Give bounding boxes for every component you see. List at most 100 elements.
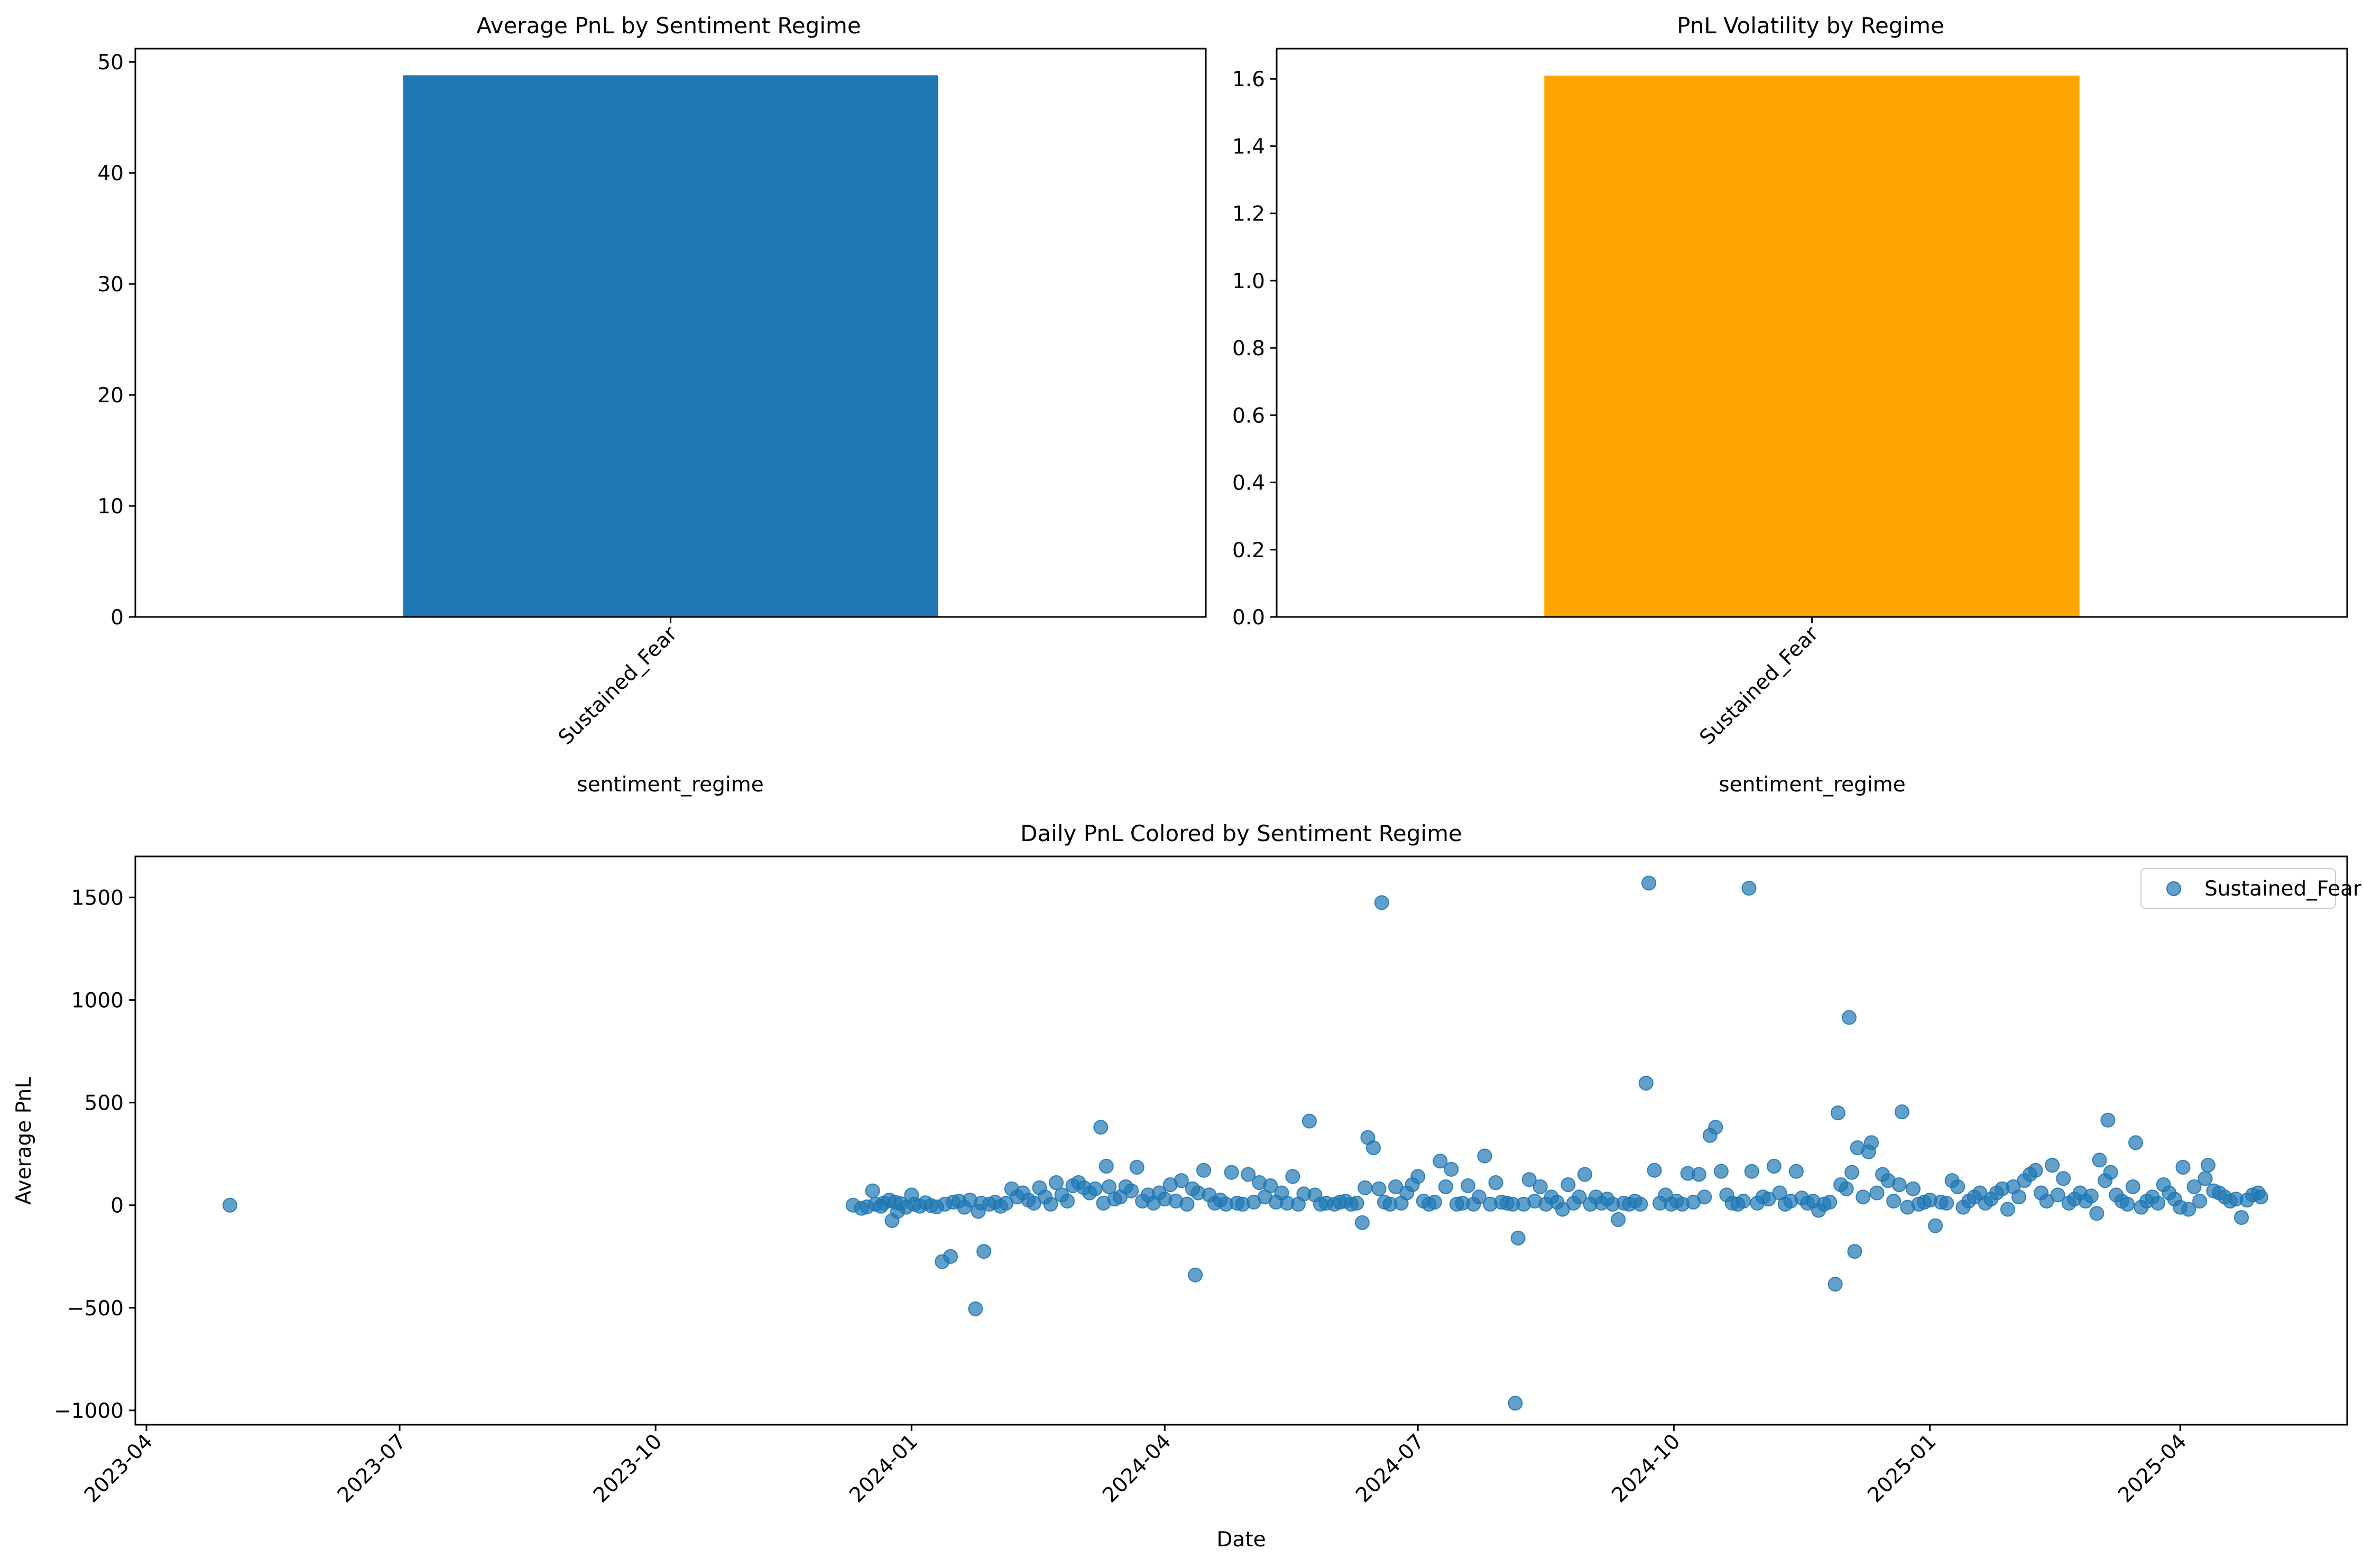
- scatter-point: [1471, 1189, 1487, 1205]
- scatter-point: [2050, 1187, 2065, 1203]
- scatter-point: [1864, 1135, 1879, 1150]
- bar: [403, 75, 938, 617]
- scatter-point: [2253, 1189, 2268, 1205]
- scatter-point: [2128, 1135, 2144, 1150]
- scatter-point: [2000, 1202, 2015, 1217]
- scatter-point: [1827, 1277, 1843, 1292]
- scatter-point: [1633, 1196, 1648, 1212]
- chart-title: Daily PnL Colored by Sentiment Regime: [1020, 820, 1462, 846]
- x-axis-label: sentiment_regime: [1719, 773, 1905, 797]
- scatter-point: [2198, 1171, 2213, 1186]
- plot-frame: [1276, 48, 2348, 618]
- scatter-point: [1388, 1179, 1404, 1194]
- scatter-point: [2028, 1163, 2043, 1178]
- scatter-point: [976, 1244, 992, 1259]
- scatter-point: [2092, 1152, 2107, 1168]
- scatter-point: [222, 1197, 237, 1213]
- scatter-point: [2125, 1179, 2140, 1194]
- legend-marker: [2166, 881, 2181, 896]
- scatter-point: [2200, 1158, 2216, 1173]
- scatter-point: [1822, 1194, 1838, 1210]
- scatter-point: [1224, 1165, 1239, 1180]
- scatter-point: [865, 1183, 880, 1198]
- scatter-point: [1285, 1169, 1300, 1184]
- scatter-point: [1788, 1164, 1804, 1179]
- scatter-point: [2045, 1158, 2060, 1173]
- y-tick-label: 1.2: [1232, 202, 1265, 226]
- scatter-point: [968, 1301, 983, 1316]
- scatter-point: [1839, 1181, 1854, 1196]
- scatter-point: [1508, 1396, 1523, 1411]
- scatter-point: [1713, 1164, 1729, 1179]
- scatter-point: [1241, 1167, 1256, 1182]
- scatter-point: [1691, 1167, 1706, 1182]
- scatter-point: [1950, 1179, 1965, 1194]
- scatter-point: [1129, 1159, 1144, 1175]
- scatter-point: [1697, 1189, 1712, 1205]
- y-tick-label: 0.4: [1232, 472, 1265, 495]
- y-axis-ticks: 0 10 20 30 40 50: [97, 51, 135, 630]
- y-tick-label: 10: [97, 495, 124, 519]
- scatter-point: [1444, 1161, 1459, 1177]
- legend-label: Sustained_Fear: [2204, 877, 2362, 901]
- scatter-point: [1460, 1178, 1475, 1193]
- y-tick-label: 1.4: [1232, 135, 1265, 159]
- bar: [1544, 75, 2080, 617]
- scatter-point: [1744, 1164, 1759, 1179]
- scatter-point: [1263, 1178, 1278, 1193]
- y-tick-label: 40: [97, 162, 124, 186]
- scatter-point: [1741, 881, 1757, 896]
- scatter-point: [1891, 1177, 1907, 1192]
- scatter-point: [2056, 1171, 2071, 1186]
- scatter-point: [999, 1195, 1014, 1211]
- scatter-point: [1179, 1196, 1195, 1212]
- scatter-point: [1510, 1230, 1526, 1246]
- scatter-point: [1433, 1154, 1448, 1169]
- scatter-point: [1174, 1173, 1189, 1188]
- legend: Sustained_Fear: [2140, 868, 2362, 909]
- y-axis-label: Average PnL: [12, 1077, 36, 1205]
- plot-frame: [134, 48, 1207, 618]
- scatter-point: [1847, 1244, 1862, 1259]
- bars: [403, 75, 938, 617]
- y-tick-label: 1.6: [1232, 68, 1265, 91]
- scatter-point: [943, 1249, 958, 1264]
- scatter-point: [1611, 1212, 1626, 1227]
- scatter-point: [1043, 1196, 1058, 1212]
- scatter-point: [1354, 1215, 1370, 1230]
- scatter-point: [1555, 1202, 1570, 1217]
- scatter-point: [1766, 1159, 1782, 1174]
- scatter-point: [1124, 1183, 1139, 1198]
- scatter-point: [1060, 1193, 1075, 1209]
- scatter-point: [1641, 875, 1657, 891]
- scatter-point: [1939, 1195, 1954, 1211]
- y-tick-label: 0: [110, 1194, 124, 1218]
- scatter-point: [1928, 1218, 1943, 1233]
- x-axis-label: sentiment_regime: [577, 773, 763, 797]
- scatter-point: [2103, 1165, 2118, 1180]
- scatter-point: [1869, 1185, 1885, 1201]
- y-tick-label: −500: [67, 1297, 124, 1321]
- bars: [1544, 75, 2080, 617]
- y-tick-label: 0.2: [1232, 539, 1265, 562]
- scatter-point: [2186, 1179, 2202, 1194]
- scatter-point: [1365, 1140, 1381, 1156]
- scatter-point: [1894, 1104, 1909, 1120]
- scatter-point: [1561, 1177, 1576, 1192]
- scatter-point: [1638, 1075, 1654, 1091]
- scatter-point: [1374, 895, 1389, 910]
- scatter-point: [1521, 1172, 1537, 1187]
- scatter-point: [1886, 1193, 1902, 1209]
- y-tick-label: 20: [97, 384, 124, 408]
- scatter-point: [2192, 1193, 2208, 1209]
- scatter-point: [2039, 1193, 2054, 1209]
- legend-box: [2140, 868, 2336, 909]
- scatter-point: [1533, 1179, 1548, 1194]
- scatter-point: [2120, 1196, 2135, 1212]
- scatter-point: [1188, 1267, 1203, 1283]
- scatter-point: [1358, 1180, 1373, 1195]
- scatter-point: [1477, 1148, 1492, 1164]
- scatter-point: [1371, 1181, 1387, 1196]
- y-tick-label: 0.6: [1232, 404, 1265, 428]
